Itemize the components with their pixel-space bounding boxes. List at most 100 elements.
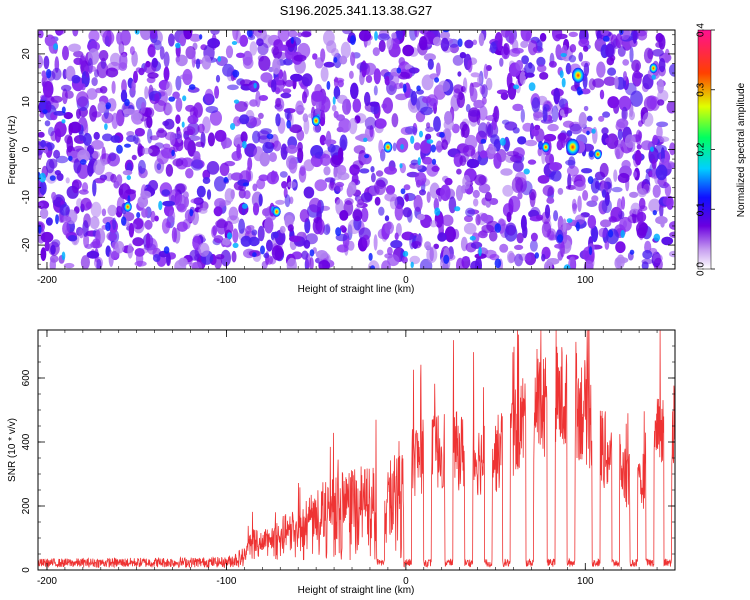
heatmap-blob — [215, 74, 221, 83]
heatmap-blob — [529, 191, 536, 208]
heatmap-blob — [454, 206, 461, 212]
heatmap-blob — [443, 254, 450, 264]
heatmap-blob — [457, 71, 462, 77]
heatmap-blob — [207, 38, 221, 49]
heatmap-blob — [370, 265, 375, 269]
heatmap-blob — [118, 62, 128, 71]
heatmap-blob — [259, 151, 270, 167]
heatmap-blob — [133, 70, 138, 84]
heatmap-blob — [374, 31, 378, 41]
heatmap-blob — [149, 135, 160, 141]
heatmap-blob — [472, 189, 480, 199]
heatmap-blob — [582, 246, 595, 262]
heatmap-blob — [212, 225, 218, 237]
colorbar-tick-label: 0.2 — [696, 142, 707, 156]
heatmap-blob — [91, 150, 101, 159]
heatmap-blob — [147, 46, 156, 58]
heatmap-blob — [370, 166, 375, 173]
heatmap-blob — [114, 241, 125, 254]
heatmap-blob — [617, 128, 623, 141]
heatmap-blob — [463, 222, 477, 235]
heatmap-blob — [411, 241, 422, 249]
heatmap-blob — [61, 106, 66, 114]
heatmap-blob — [303, 186, 315, 199]
heatmap-blob — [309, 249, 315, 257]
heatmap-blob — [632, 30, 637, 44]
heatmap-blob — [62, 45, 69, 61]
heatmap-blob — [192, 261, 203, 269]
heatmap-blob — [414, 30, 420, 38]
heatmap-blob — [452, 55, 464, 66]
heatmap-blob — [125, 189, 137, 195]
heatmap-blob — [474, 253, 487, 259]
heatmap-blob — [286, 257, 297, 269]
heatmap-blob — [63, 112, 73, 120]
heatmap-blob — [138, 67, 145, 76]
heatmap-blob — [258, 55, 271, 71]
heatmap-blob — [91, 77, 98, 87]
heatmap-blob — [266, 239, 273, 252]
heatmap-blob — [206, 189, 212, 200]
heatmap-blob — [500, 30, 511, 38]
heatmap-blob — [549, 154, 555, 165]
heatmap-blob — [583, 62, 590, 77]
heatmap-blob — [258, 193, 263, 207]
heatmap-blob — [289, 235, 302, 243]
heatmap-blob — [217, 56, 222, 62]
y-tick-label: 600 — [21, 369, 32, 386]
heatmap-blob — [252, 252, 257, 258]
heatmap-blob — [93, 131, 100, 140]
heatmap-blob — [587, 176, 594, 185]
heatmap-blob — [95, 229, 101, 246]
heatmap-blob — [352, 160, 364, 170]
heatmap-blob — [39, 172, 46, 183]
heatmap-blob — [79, 55, 86, 67]
heatmap-blob — [112, 217, 117, 230]
heatmap-blob — [233, 116, 241, 127]
heatmap-blob — [202, 177, 211, 184]
heatmap-blob — [113, 180, 120, 189]
heatmap-blob — [519, 71, 526, 85]
heatmap-blob — [253, 82, 257, 89]
heatmap-blob — [353, 145, 366, 154]
heatmap-blob — [328, 181, 337, 191]
heatmap-blob — [401, 256, 408, 264]
heatmap-blob — [183, 30, 193, 40]
heatmap-blob — [384, 221, 395, 235]
heatmap-blob — [415, 172, 427, 186]
heatmap-blob — [414, 163, 423, 170]
heatmap-blob — [438, 80, 451, 92]
heatmap-blob — [509, 48, 521, 57]
heatmap-blob — [123, 108, 136, 115]
heatmap-blob — [485, 77, 493, 91]
heatmap-blob — [547, 123, 559, 132]
heatmap-blob — [303, 159, 315, 172]
heatmap-blob — [40, 247, 47, 261]
heatmap-blob — [488, 230, 498, 242]
heatmap-blob — [168, 209, 176, 223]
heatmap-blob — [172, 91, 180, 99]
heatmap-blob — [555, 44, 562, 59]
heatmap-blob — [175, 55, 181, 63]
heatmap-blob — [199, 34, 203, 40]
heatmap-blob — [320, 153, 331, 166]
heatmap-blob — [348, 118, 358, 135]
heatmap-blob — [427, 58, 434, 70]
heatmap-blob — [361, 234, 370, 248]
heatmap-blob — [481, 84, 488, 99]
heatmap-blob — [165, 221, 172, 228]
heatmap-blob — [506, 211, 512, 223]
heatmap-blob — [596, 61, 606, 78]
heatmap-blob — [591, 128, 596, 134]
heatmap-blob — [575, 221, 580, 232]
heatmap-blob — [331, 48, 339, 57]
heatmap-blob — [425, 126, 434, 133]
heatmap-blob — [287, 181, 297, 189]
heatmap-blob — [514, 244, 524, 250]
heatmap-blob — [55, 214, 59, 225]
heatmap-blob — [472, 39, 478, 46]
heatmap-blob — [615, 148, 620, 160]
y-tick-label: 200 — [21, 497, 32, 514]
heatmap-blob — [312, 123, 321, 133]
heatmap-blob — [536, 64, 547, 73]
